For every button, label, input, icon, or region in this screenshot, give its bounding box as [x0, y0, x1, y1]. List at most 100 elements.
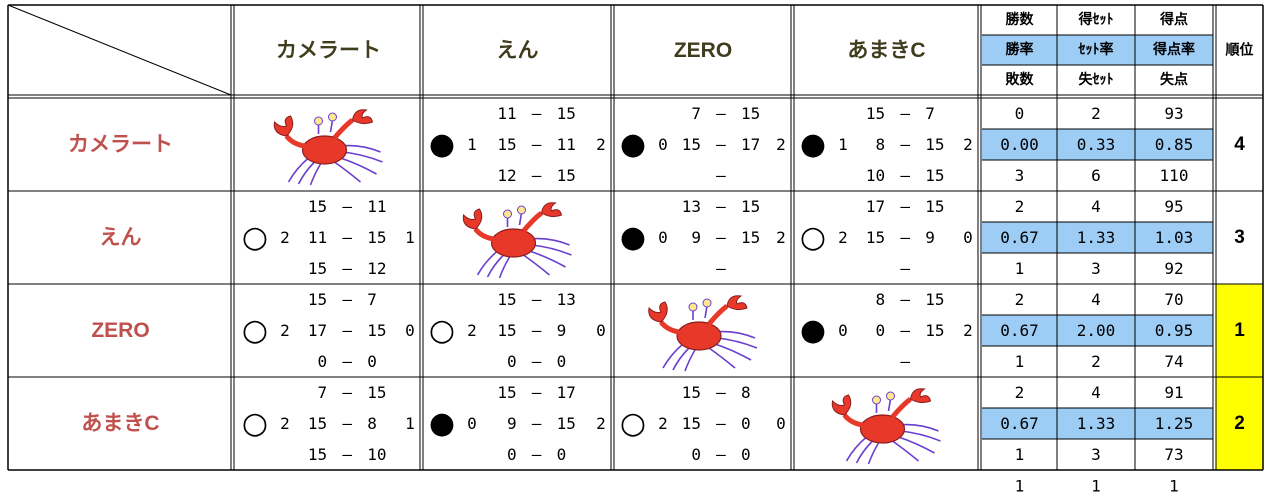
score: 15	[741, 228, 760, 247]
sets-lost: 2	[596, 414, 606, 433]
crab-icon	[274, 110, 382, 185]
dash: —	[900, 259, 910, 278]
score: 15	[925, 197, 944, 216]
rank: 4	[1234, 134, 1245, 155]
dash: —	[716, 383, 726, 402]
stat-value: 1	[1015, 445, 1025, 464]
result-mark: ●	[620, 220, 646, 255]
sets-lost: 2	[596, 135, 606, 154]
stat-header: 勝率	[1006, 41, 1034, 58]
stat-header: ｾｯﾄ率	[1078, 41, 1114, 58]
dash: —	[342, 352, 352, 371]
sets-won: 0	[658, 228, 668, 247]
score: 11	[557, 135, 576, 154]
score: 17	[308, 321, 327, 340]
dash: —	[900, 228, 910, 247]
stat-value: 0	[1015, 104, 1025, 123]
stat-value: 1	[1015, 352, 1025, 371]
sets-lost: 0	[596, 321, 606, 340]
stat-value: 6	[1091, 166, 1101, 185]
dash: —	[900, 104, 910, 123]
result-mark: ●	[800, 313, 826, 348]
stat-value: 0.95	[1155, 321, 1194, 340]
crab-icon	[649, 296, 757, 371]
column-team: カメラート	[276, 39, 381, 62]
sets-lost: 1	[405, 414, 415, 433]
score: 11	[367, 197, 386, 216]
score: 15	[497, 135, 516, 154]
row-team: あまきC	[81, 412, 159, 435]
stat-value: 3	[1091, 259, 1101, 278]
score: 0	[557, 352, 567, 371]
result-mark: ○	[242, 220, 268, 255]
sets-won: 0	[838, 321, 848, 340]
stat-value: 2.00	[1077, 321, 1116, 340]
stat-value: 0.33	[1077, 135, 1116, 154]
sets-lost: 2	[963, 135, 973, 154]
score: 15	[925, 135, 944, 154]
score: 15	[557, 104, 576, 123]
score: 15	[308, 445, 327, 464]
score: 15	[557, 166, 576, 185]
score: 7	[925, 104, 935, 123]
result-mark: ○	[242, 406, 268, 441]
stat-header: 失ｾｯﾄ	[1079, 71, 1114, 88]
score: 15	[925, 321, 944, 340]
score: 8	[741, 383, 751, 402]
stat-value: 0.67	[1000, 228, 1039, 247]
sets-won: 0	[467, 414, 477, 433]
score: 15	[367, 383, 386, 402]
dash: —	[342, 228, 352, 247]
score: 0	[367, 352, 377, 371]
sets-lost: 2	[963, 321, 973, 340]
rate-bg	[982, 222, 1213, 253]
dash: —	[532, 321, 542, 340]
score: 8	[876, 135, 886, 154]
stat-value: 2	[1015, 197, 1025, 216]
score: 8	[876, 290, 886, 309]
score: 15	[925, 290, 944, 309]
stat-value: 110	[1160, 166, 1189, 185]
rate-bg	[982, 129, 1213, 160]
score: 0	[741, 414, 751, 433]
score: 15	[308, 290, 327, 309]
dash: —	[716, 414, 726, 433]
stat-value: 3	[1015, 166, 1025, 185]
score: 15	[866, 104, 885, 123]
column-team: ZERO	[674, 39, 732, 62]
dash: —	[900, 290, 910, 309]
stat-value: 2	[1015, 383, 1025, 402]
score: 15	[866, 228, 885, 247]
stat-value: 1	[1015, 259, 1025, 278]
footer-value: 1	[1091, 477, 1101, 496]
dash: —	[342, 290, 352, 309]
stat-value: 4	[1091, 290, 1101, 309]
rank: 3	[1234, 227, 1245, 248]
stat-value: 91	[1164, 383, 1183, 402]
rate-bg	[982, 315, 1213, 346]
stat-header: 得点	[1159, 11, 1188, 28]
stat-header: 得点率	[1152, 41, 1195, 58]
rank: 2	[1234, 413, 1245, 434]
result-mark: ○	[242, 313, 268, 348]
score: 9	[557, 321, 567, 340]
score: 15	[308, 197, 327, 216]
sets-won: 1	[838, 135, 848, 154]
dash: —	[342, 259, 352, 278]
dash: —	[716, 445, 726, 464]
result-mark: ●	[800, 127, 826, 162]
stat-value: 0.67	[1000, 321, 1039, 340]
stat-value: 74	[1164, 352, 1183, 371]
stat-header: 勝数	[1006, 11, 1035, 28]
dash: —	[532, 104, 542, 123]
sets-lost: 0	[405, 321, 415, 340]
stat-value: 2	[1091, 352, 1101, 371]
score: 0	[318, 352, 328, 371]
result-mark: ●	[429, 406, 455, 441]
score: 15	[682, 383, 701, 402]
rank-bg	[1216, 284, 1263, 377]
crab-icon	[832, 389, 940, 464]
score: 10	[866, 166, 885, 185]
sets-won: 1	[467, 135, 477, 154]
score: 12	[367, 259, 386, 278]
